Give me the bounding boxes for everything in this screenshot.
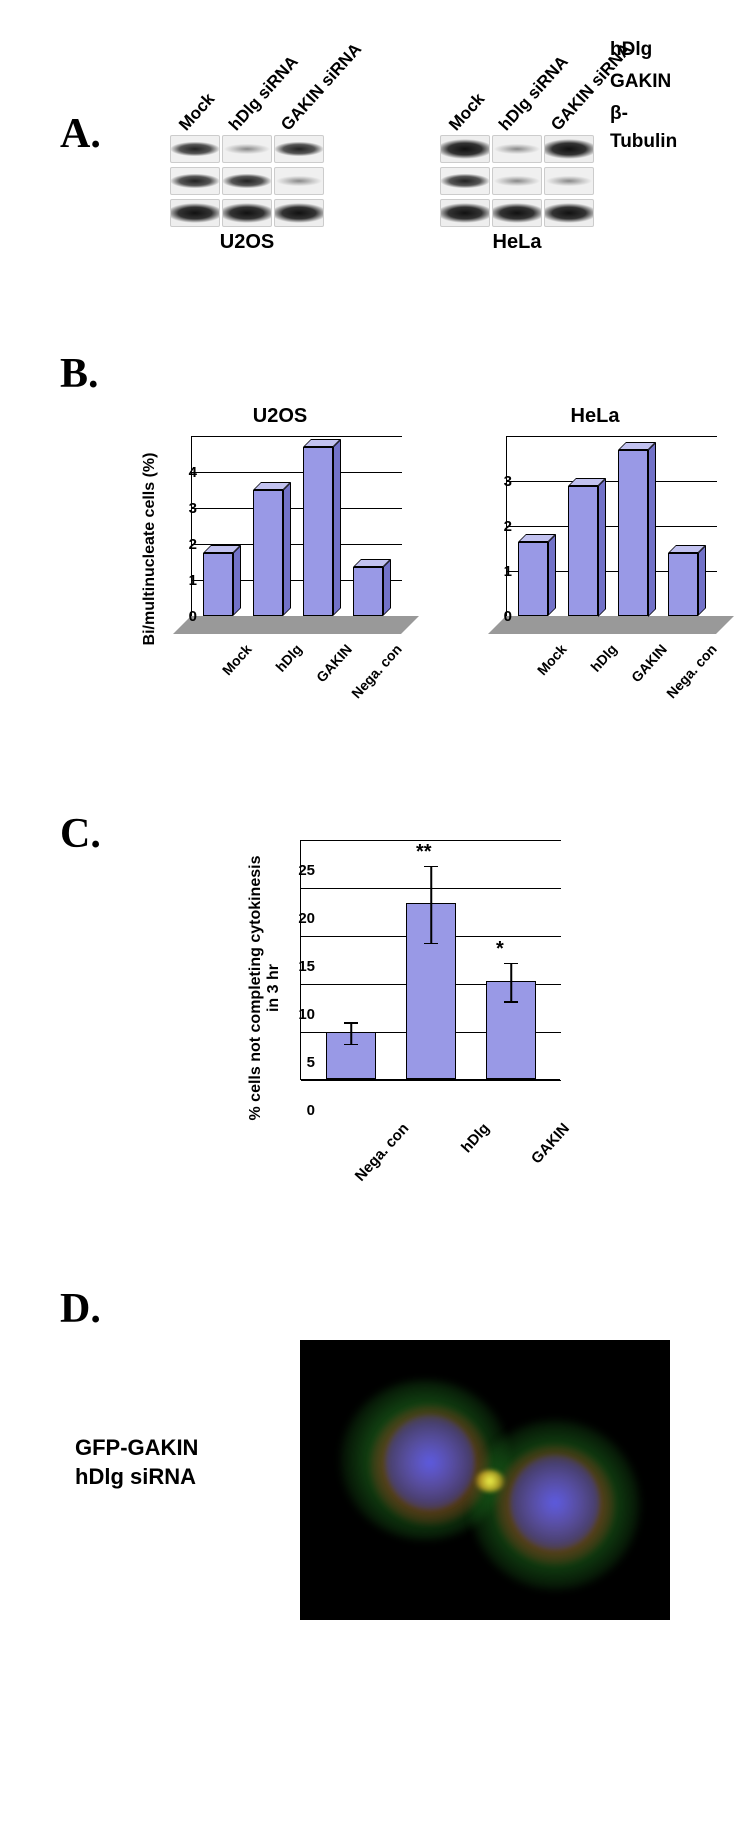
plot-3d: 0 1 2 3 MockhDlgGAKINNega. con — [488, 436, 728, 646]
band — [170, 199, 220, 227]
tick: 20 — [298, 910, 315, 927]
x-label: Mock — [534, 641, 570, 678]
band — [440, 135, 490, 163]
band — [170, 167, 220, 195]
col-mock: Mock — [175, 89, 219, 135]
chart-u2os: U2OS 0 1 2 3 4 MockhDlgGAKINNega. con — [145, 405, 415, 646]
blot-row-hdlg — [170, 135, 324, 163]
x-label: GAKIN — [628, 641, 670, 685]
row-label-tubulin: β-Tubulin — [610, 100, 677, 132]
cell-line-u2os: U2OS — [170, 231, 324, 254]
band — [274, 167, 324, 195]
chart-title: HeLa — [460, 405, 730, 428]
micrograph — [300, 1340, 670, 1620]
band — [544, 199, 594, 227]
tick: 25 — [298, 862, 315, 879]
tick: 0 — [307, 1102, 315, 1119]
band — [440, 199, 490, 227]
blue-channel — [385, 1415, 475, 1510]
significance-marker: ** — [416, 841, 432, 864]
tick: 15 — [298, 958, 315, 975]
x-label: Mock — [219, 641, 255, 678]
blot-row-labels: hDlg GAKIN β-Tubulin — [610, 36, 677, 132]
panel-b: B. Bi/multinucleate cells (%) U2OS 0 1 2… — [20, 350, 730, 770]
band — [222, 199, 272, 227]
band — [544, 135, 594, 163]
band — [492, 199, 542, 227]
row-label-hdlg: hDlg — [610, 36, 677, 68]
bars — [191, 436, 401, 616]
chart-c: *** 0510152025 Nega. conhDlgGAKIN — [250, 810, 590, 1110]
blue-channel — [510, 1455, 600, 1550]
caption-gfp-gakin: GFP-GAKIN — [75, 1435, 198, 1461]
bar — [486, 981, 536, 1079]
band — [274, 135, 324, 163]
panel-a-label: A. — [60, 110, 101, 158]
x-label: Nega. con — [348, 641, 405, 701]
chart-hela: HeLa 0 1 2 3 MockhDlgGAKINNega. con — [460, 405, 730, 646]
panel-b-label: B. — [60, 350, 99, 398]
bar — [406, 903, 456, 1079]
panel-d-label: D. — [60, 1285, 101, 1333]
panel-c: C. % cells not completing cytokinesis in… — [20, 800, 730, 1250]
row-label-gakin: GAKIN — [610, 68, 677, 100]
plot-c: *** 0510152025 Nega. conhDlgGAKIN — [300, 840, 580, 1110]
plot-3d: 0 1 2 3 4 MockhDlgGAKINNega. con — [173, 436, 413, 646]
blot-row-gakin — [440, 167, 594, 195]
blot-row-tubulin — [170, 199, 324, 227]
plot-floor — [488, 616, 734, 634]
band — [492, 135, 542, 163]
x-label: Nega. con — [352, 1120, 413, 1185]
panel-d: D. GFP-GAKIN hDlg siRNA — [20, 1280, 730, 1630]
tick: 5 — [307, 1054, 315, 1071]
bars — [506, 436, 716, 616]
cell-line-hela: HeLa — [440, 231, 594, 254]
col-mock: Mock — [445, 89, 489, 135]
band — [544, 167, 594, 195]
plot-floor — [173, 616, 419, 634]
panel-d-caption: GFP-GAKIN hDlg siRNA — [75, 1435, 198, 1493]
blot-col-labels: Mock hDlg siRNA GAKIN siRNA — [170, 40, 324, 135]
band — [222, 135, 272, 163]
x-label: hDlg — [587, 641, 620, 675]
band — [222, 167, 272, 195]
caption-hdlg-sirna: hDlg siRNA — [75, 1464, 198, 1490]
panel-a: A. Mock hDlg siRNA GAKIN siRNA U2OS Mock… — [20, 20, 730, 320]
blot-hela: Mock hDlg siRNA GAKIN siRNA HeLa hDlg GA… — [440, 40, 594, 254]
x-label: Nega. con — [663, 641, 720, 701]
bar — [326, 1032, 376, 1079]
band — [274, 199, 324, 227]
x-label: hDlg — [458, 1120, 493, 1156]
blot-row-tubulin — [440, 199, 594, 227]
blot-u2os: Mock hDlg siRNA GAKIN siRNA U2OS — [170, 40, 324, 254]
midbody — [475, 1470, 505, 1492]
chart-title: U2OS — [145, 405, 415, 428]
panel-c-label: C. — [60, 810, 101, 858]
x-label: GAKIN — [528, 1120, 573, 1167]
blot-col-labels: Mock hDlg siRNA GAKIN siRNA — [440, 40, 594, 135]
blot-row-hdlg — [440, 135, 594, 163]
band — [170, 135, 220, 163]
band — [492, 167, 542, 195]
plot-inner: *** — [300, 840, 560, 1080]
significance-marker: * — [496, 938, 504, 961]
band — [440, 167, 490, 195]
x-label: GAKIN — [313, 641, 355, 685]
x-label: hDlg — [272, 641, 305, 675]
blot-row-gakin — [170, 167, 324, 195]
tick: 10 — [298, 1006, 315, 1023]
